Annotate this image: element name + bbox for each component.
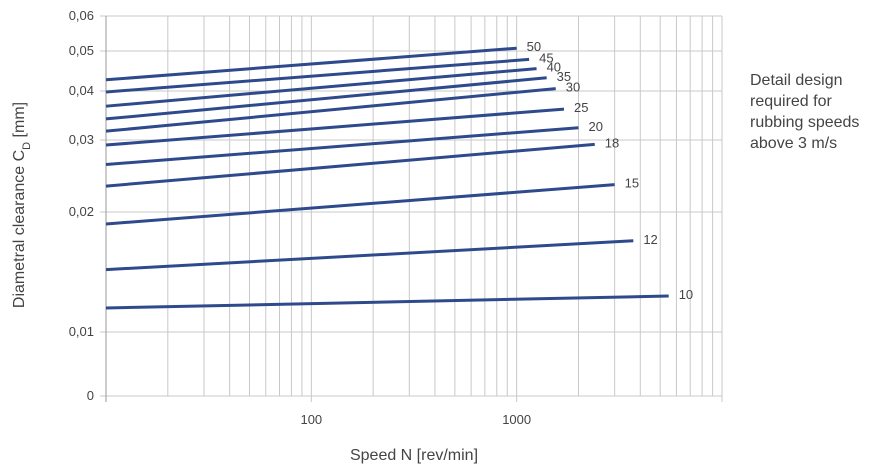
series-line-15 bbox=[105, 183, 615, 226]
series-label-18: 18 bbox=[605, 135, 619, 150]
y-axis-title-subscript: D bbox=[21, 142, 33, 150]
series-label-15: 15 bbox=[625, 176, 639, 191]
note-line: required for bbox=[750, 93, 832, 110]
series-line-25 bbox=[105, 107, 565, 147]
series-line-20 bbox=[105, 126, 579, 166]
series-label-25: 25 bbox=[574, 100, 588, 115]
series-label-12: 12 bbox=[643, 232, 657, 247]
note-line: above 3 m/s bbox=[750, 135, 838, 152]
series-line-18 bbox=[105, 142, 595, 188]
series-label-10: 10 bbox=[679, 287, 693, 302]
y-tick-label: 0,02 bbox=[69, 204, 94, 219]
y-axis-title-unit: [mm] bbox=[11, 102, 28, 142]
series-label-35: 35 bbox=[557, 69, 571, 84]
note-line: rubbing speeds bbox=[750, 114, 860, 131]
x-tick-label: 1000 bbox=[502, 412, 531, 427]
series-line-40 bbox=[105, 67, 537, 108]
series-label-40: 40 bbox=[547, 60, 561, 75]
y-axis-title-main: Diametral clearance C bbox=[11, 150, 28, 308]
y-tick-label: 0,03 bbox=[69, 132, 94, 147]
x-axis-title: Speed N [rev/min] bbox=[350, 447, 478, 464]
series-line-30 bbox=[105, 87, 556, 133]
design-note: Detail design required for rubbing speed… bbox=[750, 70, 890, 154]
series-line-35 bbox=[105, 76, 547, 121]
series-label-20: 20 bbox=[588, 119, 602, 134]
x-tick-labels: 100 1000 bbox=[300, 412, 531, 427]
y-tick-label: 0,05 bbox=[69, 43, 94, 58]
note-line: Detail design bbox=[750, 72, 843, 89]
series-line-45 bbox=[105, 57, 530, 94]
series-lines bbox=[105, 46, 669, 310]
series-line-10 bbox=[105, 294, 669, 310]
y-tick-label: 0 bbox=[87, 388, 94, 403]
y-tick-labels: 0 0,01 0,02 0,03 0,04 0,05 0,06 bbox=[69, 8, 94, 403]
series-label-50: 50 bbox=[527, 39, 541, 54]
x-tick-label: 100 bbox=[300, 412, 322, 427]
series-label-45: 45 bbox=[539, 50, 553, 65]
y-tick-label: 0,04 bbox=[69, 83, 94, 98]
y-axis-title: Diametral clearance CD [mm] bbox=[11, 102, 33, 308]
y-tick-label: 0,01 bbox=[69, 324, 94, 339]
y-tick-label: 0,06 bbox=[69, 8, 94, 23]
series-line-12 bbox=[105, 239, 634, 272]
series-label-30: 30 bbox=[566, 80, 580, 95]
series-line-50 bbox=[105, 46, 517, 82]
